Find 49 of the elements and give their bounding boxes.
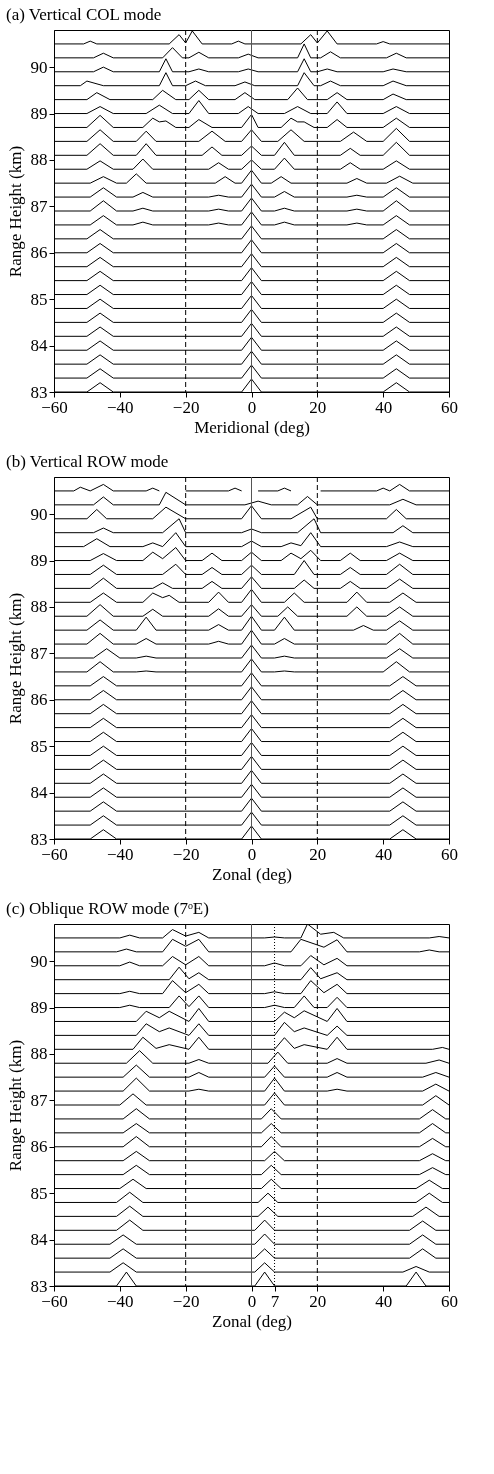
y-tick-label: 89 bbox=[30, 551, 48, 571]
x-tick-label: 20 bbox=[309, 1291, 327, 1311]
y-tick-label: 88 bbox=[30, 597, 48, 617]
y-tick-label: 84 bbox=[30, 336, 48, 356]
x-tick-label: −40 bbox=[107, 1291, 134, 1311]
x-tick-label: 0 bbox=[247, 1291, 257, 1311]
y-tick-label: 86 bbox=[30, 243, 48, 263]
y-tick-label: 84 bbox=[30, 1230, 48, 1250]
y-tick-label: 89 bbox=[30, 998, 48, 1018]
x-tick-label: 20 bbox=[309, 397, 327, 417]
x-axis-title: Zonal (deg) bbox=[212, 864, 292, 884]
y-tick-label: 84 bbox=[30, 783, 48, 803]
x-tick-label: 40 bbox=[375, 844, 393, 864]
x-tick-label: 40 bbox=[375, 397, 393, 417]
x-tick-label: 60 bbox=[441, 844, 458, 864]
y-tick-label: 85 bbox=[30, 1183, 48, 1203]
x-tick-label: 20 bbox=[309, 844, 327, 864]
x-tick-label: −20 bbox=[172, 844, 200, 864]
x-tick-label: −40 bbox=[107, 397, 134, 417]
y-tick-label: 90 bbox=[30, 951, 48, 971]
x-tick-label: −20 bbox=[172, 1291, 200, 1311]
x-tick-label: 7 bbox=[270, 1291, 280, 1311]
chart-title: (a) Vertical COL mode bbox=[6, 4, 162, 24]
x-axis-title: Zonal (deg) bbox=[212, 1311, 292, 1331]
y-tick-label: 87 bbox=[30, 643, 48, 663]
y-tick-label: 86 bbox=[30, 690, 48, 710]
x-tick-label: −40 bbox=[107, 844, 134, 864]
x-tick-label: 0 bbox=[247, 397, 257, 417]
y-axis-title: Range Height (km) bbox=[5, 145, 25, 278]
x-tick-label: 60 bbox=[441, 1291, 458, 1311]
y-tick-label: 87 bbox=[30, 1090, 48, 1110]
x-tick-label: 60 bbox=[441, 397, 458, 417]
y-axis-title: Range Height (km) bbox=[5, 1039, 25, 1172]
y-tick-label: 90 bbox=[30, 504, 48, 524]
y-tick-label: 88 bbox=[30, 1044, 48, 1064]
y-axis-title: Range Height (km) bbox=[5, 592, 25, 725]
x-tick-label: −20 bbox=[172, 397, 200, 417]
y-tick-label: 85 bbox=[30, 289, 48, 309]
y-tick-label: 86 bbox=[30, 1137, 48, 1157]
y-tick-label: 89 bbox=[30, 104, 48, 124]
y-tick-label: 85 bbox=[30, 736, 48, 756]
x-tick-label: 0 bbox=[247, 844, 257, 864]
chart-title: (b) Vertical ROW mode bbox=[6, 451, 169, 471]
y-tick-label: 87 bbox=[30, 196, 48, 216]
y-tick-label: 88 bbox=[30, 150, 48, 170]
y-tick-label: 90 bbox=[30, 57, 48, 77]
chart-title: (c) Oblique ROW mode (7ᵒE) bbox=[6, 898, 209, 918]
x-tick-label: 40 bbox=[375, 1291, 393, 1311]
x-axis-title: Meridional (deg) bbox=[194, 417, 310, 437]
